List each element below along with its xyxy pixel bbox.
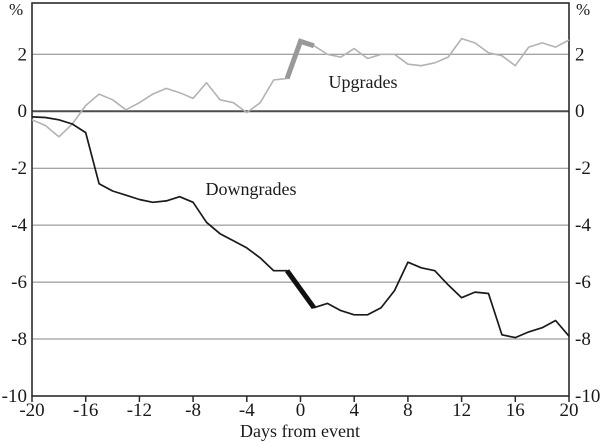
event-highlight-upgrades — [284, 38, 315, 80]
x-tick-label-0: 0 — [296, 400, 306, 421]
x-tick-label--12: -12 — [127, 400, 152, 421]
y-tick-label-right-0: 0 — [575, 101, 585, 122]
x-tick-label--8: -8 — [185, 400, 201, 421]
y-tick-label-left--10: -10 — [2, 386, 27, 407]
x-tick-label--20: -20 — [19, 400, 44, 421]
plot-frame — [31, 2, 570, 397]
y-axis-unit-right: % — [576, 0, 591, 19]
y-tick-label-right-2: 2 — [575, 44, 585, 65]
y-tick-label-right--8: -8 — [575, 329, 591, 350]
series-line-downgrades — [31, 116, 570, 339]
y-tick-label-left--2: -2 — [11, 158, 27, 179]
y-tick-label-left-2: 2 — [18, 44, 28, 65]
y-tick-label-left-0: 0 — [18, 101, 28, 122]
y-tick-label-right--10: -10 — [575, 386, 600, 407]
x-tick-label-20: 20 — [560, 400, 579, 421]
series-line-upgrades — [31, 37, 570, 138]
event-highlight-downgrades — [285, 269, 316, 310]
y-tick-label-right--4: -4 — [575, 215, 591, 236]
series-label-downgrades: Downgrades — [205, 179, 297, 199]
x-tick-label-12: 12 — [452, 400, 471, 421]
x-axis-title: Days from event — [240, 421, 360, 441]
x-tick-label--16: -16 — [73, 400, 98, 421]
series-label-upgrades: Upgrades — [328, 72, 398, 92]
y-tick-label-right--6: -6 — [575, 272, 591, 293]
y-tick-label-right--2: -2 — [575, 158, 591, 179]
y-tick-label-left--8: -8 — [11, 329, 27, 350]
y-axis-unit-left: % — [9, 0, 24, 19]
x-tick-label-4: 4 — [349, 400, 359, 421]
x-tick-label-16: 16 — [506, 400, 525, 421]
x-tick-label-8: 8 — [403, 400, 413, 421]
x-tick-label--4: -4 — [239, 400, 255, 421]
y-tick-label-left--4: -4 — [11, 215, 27, 236]
y-tick-label-left--6: -6 — [11, 272, 27, 293]
